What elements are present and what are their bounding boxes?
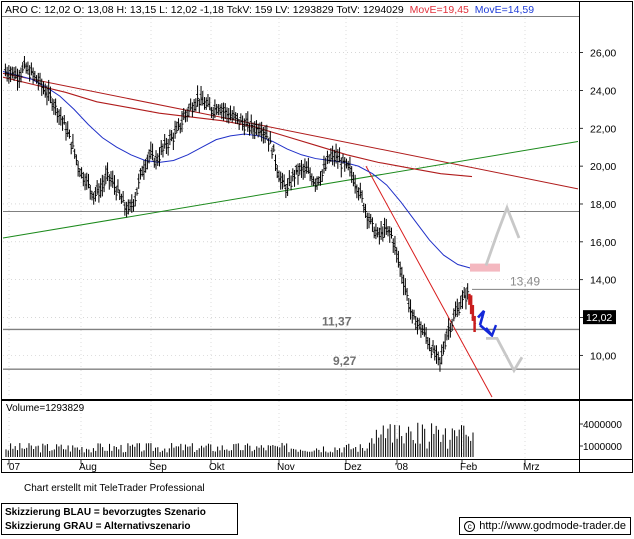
x-tick-label: Mrz bbox=[523, 462, 540, 473]
copyright-icon: c bbox=[464, 521, 476, 532]
volume-layer: 4000000 1000000 bbox=[5, 420, 622, 457]
level-label: 13,49 bbox=[510, 274, 540, 288]
support-level-layer: 13,49 11,37 9,27 bbox=[3, 211, 579, 370]
legend-grey-line: Skizzierung GRAU = Alternativszenario bbox=[5, 521, 191, 532]
y-tick-label: 10,00 bbox=[590, 350, 616, 362]
source-link[interactable]: c http://www.godmode-trader.de bbox=[459, 517, 631, 535]
scenario-grey-up bbox=[484, 203, 521, 266]
y-tick-label: 16,00 bbox=[590, 237, 616, 249]
source-url: http://www.godmode-trader.de bbox=[479, 520, 626, 532]
scenario-layer bbox=[470, 203, 524, 374]
legend-blue-line: Skizzierung BLAU = bevorzugtes Szenario bbox=[5, 507, 206, 518]
x-tick-label: '08 bbox=[395, 462, 408, 473]
x-tick-label: Aug bbox=[79, 462, 97, 473]
y-tick-label: 20,00 bbox=[590, 161, 616, 173]
scenario-blue-arrowhead bbox=[485, 324, 498, 338]
volume-label: Volume=1293829 bbox=[6, 403, 85, 414]
candle-layer bbox=[3, 55, 477, 372]
scenario-grey-down bbox=[486, 336, 524, 374]
y-tick-layer: 10,0012,0014,0016,0018,0020,0022,0024,00… bbox=[579, 48, 616, 362]
price-panel-frame bbox=[1, 1, 633, 400]
x-tick-layer: '07 Aug Sep Okt Nov Dez '08 Feb Mrz bbox=[7, 460, 540, 473]
y-tick-label: 14,00 bbox=[590, 275, 616, 287]
time-axis-frame bbox=[1, 459, 633, 473]
ema-fast-line bbox=[2, 71, 473, 269]
x-tick-label: '07 bbox=[7, 462, 20, 473]
quote-header: ARO C: 12,02 O: 13,08 H: 13,15 L: 12,02 … bbox=[5, 4, 534, 16]
scenario-blue-step1 bbox=[477, 310, 486, 326]
x-tick-label: Sep bbox=[149, 462, 167, 473]
move-b-label: MovE=14,59 bbox=[475, 4, 534, 16]
last-price-label: 12,02 bbox=[586, 312, 612, 324]
trendline-layer bbox=[2, 72, 579, 398]
level-label: 9,27 bbox=[333, 354, 357, 368]
level-label: 11,37 bbox=[322, 314, 352, 328]
y-tick-label: 26,00 bbox=[590, 48, 616, 60]
chart-credit: Chart erstellt mit TeleTrader Profession… bbox=[24, 483, 205, 494]
volume-tick-label: 4000000 bbox=[583, 420, 622, 431]
volume-tick-label: 1000000 bbox=[583, 442, 622, 453]
trendline-steep-down bbox=[365, 165, 493, 398]
x-tick-label: Dez bbox=[344, 462, 362, 473]
quote-info: ARO C: 12,02 O: 13,08 H: 13,15 L: 12,02 … bbox=[5, 4, 404, 16]
x-tick-label: Feb bbox=[460, 462, 478, 473]
scenario-legend: Skizzierung BLAU = bevorzugtes Szenario … bbox=[1, 503, 238, 535]
last-price-tag bbox=[583, 310, 616, 325]
y-tick-label: 18,00 bbox=[590, 199, 616, 211]
x-tick-label: Nov bbox=[277, 462, 295, 473]
y-tick-label: 22,00 bbox=[590, 123, 616, 135]
target-zone bbox=[470, 263, 500, 272]
x-tick-label: Okt bbox=[209, 462, 225, 473]
y-tick-label: 24,00 bbox=[590, 85, 616, 97]
move-a-label: MovE=19,45 bbox=[410, 4, 469, 16]
trendline-resistance bbox=[2, 72, 579, 190]
trendline-support bbox=[2, 141, 579, 239]
